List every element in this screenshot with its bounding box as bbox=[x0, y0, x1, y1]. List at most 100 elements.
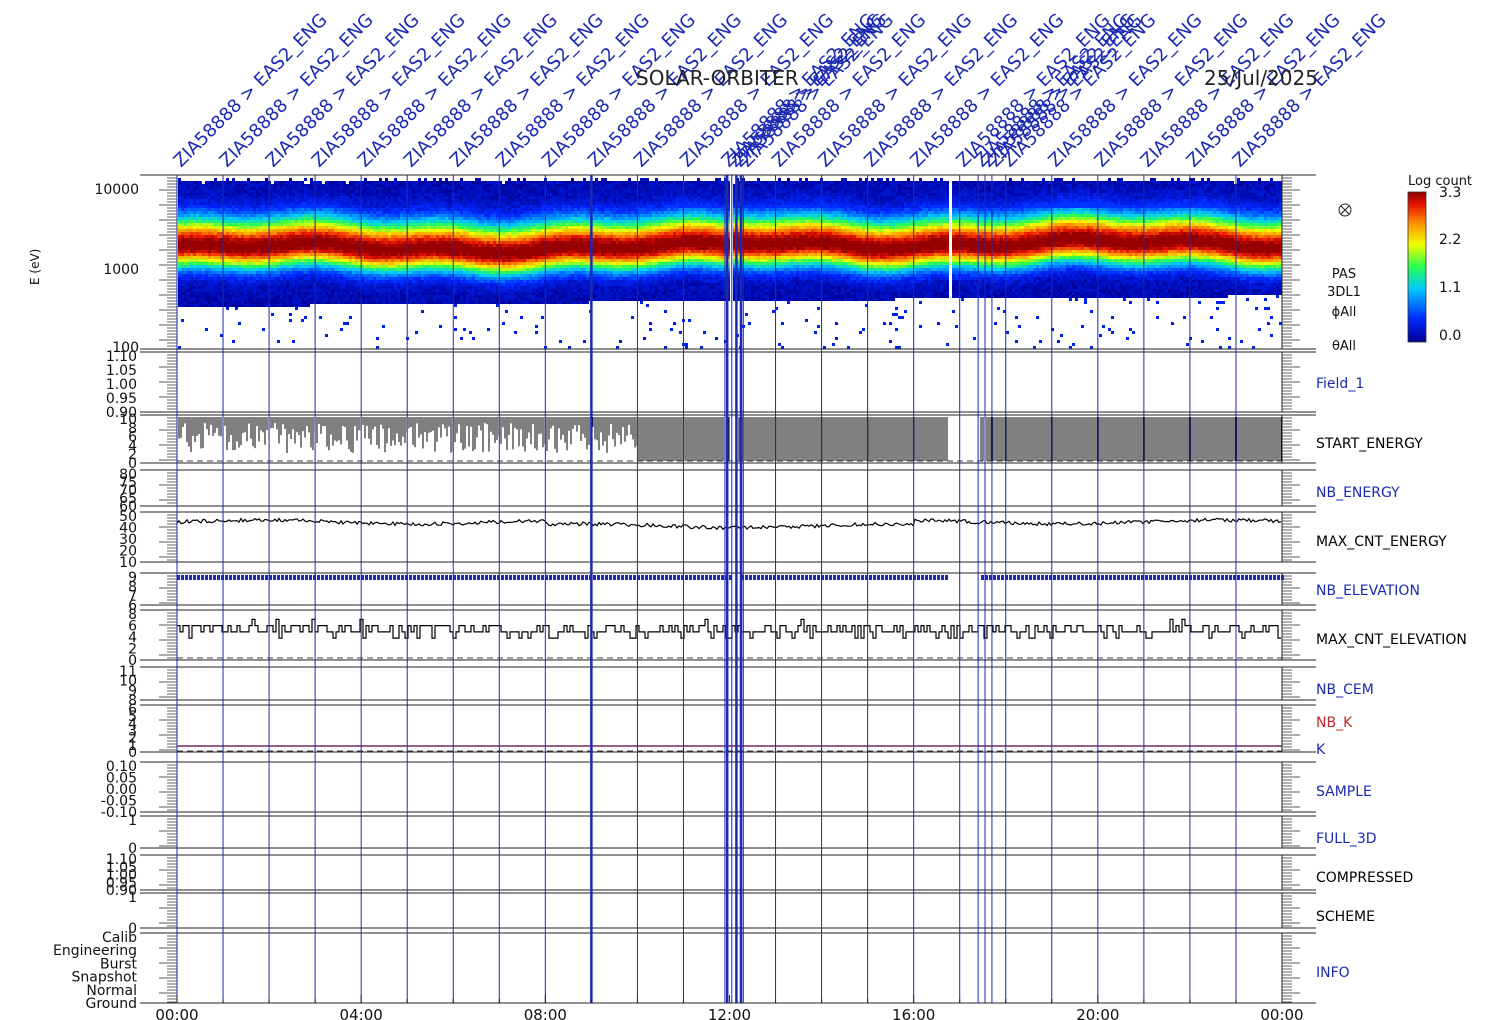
spectrogram-cell bbox=[184, 274, 187, 277]
spectrogram-cell bbox=[232, 223, 235, 226]
spectrogram-cell bbox=[259, 262, 262, 265]
spectrogram-cell bbox=[292, 220, 295, 223]
spectrogram-cell bbox=[199, 301, 202, 304]
spectrogram-cell bbox=[244, 223, 247, 226]
spectrogram-cell bbox=[499, 226, 502, 229]
spectrogram-cell bbox=[484, 226, 487, 229]
spectrogram-cell bbox=[397, 295, 400, 298]
spectrogram-cell bbox=[334, 256, 337, 259]
spectrogram-cell bbox=[298, 241, 301, 244]
spectrogram-cell bbox=[385, 268, 388, 271]
spectrogram-cell bbox=[514, 181, 517, 184]
spectrogram-cell bbox=[418, 187, 421, 190]
spectrogram-cell bbox=[373, 199, 376, 202]
spectrogram-cell bbox=[289, 271, 292, 274]
spectrogram-cell bbox=[289, 301, 292, 304]
spectrogram-cell bbox=[271, 313, 274, 316]
spectrogram-cell bbox=[409, 181, 412, 184]
spectrogram-cell bbox=[304, 226, 307, 229]
spectrogram-cell bbox=[388, 259, 391, 262]
spectrogram-cell bbox=[526, 292, 529, 295]
spectrogram-cell bbox=[190, 292, 193, 295]
spectrogram-cell bbox=[391, 220, 394, 223]
spectrogram-cell bbox=[178, 208, 181, 211]
spectrogram-cell bbox=[241, 256, 244, 259]
spectrogram-cell bbox=[355, 235, 358, 238]
spectrogram-cell bbox=[205, 262, 208, 265]
spectrogram-cell bbox=[475, 271, 478, 274]
spectrogram-cell bbox=[319, 223, 322, 226]
spectrogram-cell bbox=[199, 196, 202, 199]
spectrogram-cell bbox=[430, 193, 433, 196]
spectrogram-cell bbox=[436, 283, 439, 286]
spectrogram-cell bbox=[313, 202, 316, 205]
spectrogram-cell bbox=[415, 283, 418, 286]
spectrogram-cell bbox=[361, 295, 364, 298]
spectrogram-cell bbox=[340, 280, 343, 283]
spectrogram-cell bbox=[241, 181, 244, 184]
spectrogram-cell bbox=[400, 229, 403, 232]
spectrogram-cell bbox=[382, 277, 385, 280]
spectrogram-cell bbox=[265, 274, 268, 277]
spectrogram-cell bbox=[460, 244, 463, 247]
spectrogram-cell bbox=[499, 220, 502, 223]
spectrogram-cell bbox=[430, 259, 433, 262]
spectrogram-cell bbox=[274, 259, 277, 262]
spectrogram-cell bbox=[334, 280, 337, 283]
spectrogram-cell bbox=[397, 274, 400, 277]
spectrogram-cell bbox=[496, 238, 499, 241]
spectrogram-cell bbox=[532, 277, 535, 280]
spectrogram-cell bbox=[388, 184, 391, 187]
spectrogram-cell bbox=[316, 286, 319, 289]
spectrogram-cell bbox=[262, 292, 265, 295]
spectrogram-cell bbox=[484, 262, 487, 265]
spectrogram-cell bbox=[274, 196, 277, 199]
spectrogram-cell bbox=[331, 220, 334, 223]
spectrogram-cell bbox=[283, 226, 286, 229]
spectrogram-cell bbox=[307, 289, 310, 292]
spectrogram-cell bbox=[400, 190, 403, 193]
spectrogram-cell bbox=[205, 181, 208, 184]
spectrogram-cell bbox=[445, 298, 448, 301]
spectrogram-cell bbox=[364, 241, 367, 244]
spectrogram-cell bbox=[181, 202, 184, 205]
spectrogram-cell bbox=[466, 247, 469, 250]
spectrogram-cell bbox=[367, 232, 370, 235]
spectrogram-cell bbox=[466, 199, 469, 202]
spectrogram-cell bbox=[364, 283, 367, 286]
spectrogram-cell bbox=[523, 241, 526, 244]
spectrogram-cell bbox=[232, 277, 235, 280]
spectrogram-cell bbox=[526, 229, 529, 232]
spectrogram-cell bbox=[337, 196, 340, 199]
spectrogram-cell bbox=[427, 205, 430, 208]
spectrogram-cell bbox=[409, 256, 412, 259]
spectrogram-cell bbox=[328, 238, 331, 241]
spectrogram-cell bbox=[277, 187, 280, 190]
spectrogram-cell bbox=[400, 238, 403, 241]
spectrogram-cell bbox=[478, 256, 481, 259]
spectrogram-cell bbox=[424, 274, 427, 277]
spectrogram-cell bbox=[472, 277, 475, 280]
spectrogram-cell bbox=[460, 238, 463, 241]
spectrogram-cell bbox=[460, 232, 463, 235]
spectrogram-cell bbox=[418, 256, 421, 259]
spectrogram-cell bbox=[481, 271, 484, 274]
spectrogram-cell bbox=[343, 250, 346, 253]
spectrogram-cell bbox=[409, 277, 412, 280]
spectrogram-cell bbox=[244, 253, 247, 256]
spectrogram-cell bbox=[403, 283, 406, 286]
spectrogram-cell bbox=[526, 262, 529, 265]
spectrogram-cell bbox=[325, 259, 328, 262]
spectrogram-cell bbox=[376, 253, 379, 256]
spectrogram-cell bbox=[358, 250, 361, 253]
spectrogram-cell bbox=[394, 247, 397, 250]
spectrogram-cell bbox=[223, 229, 226, 232]
spectrogram-cell bbox=[400, 196, 403, 199]
spectrogram-cell bbox=[286, 304, 289, 307]
spectrogram-cell bbox=[457, 274, 460, 277]
spectrogram-cell bbox=[337, 211, 340, 214]
spectrogram-cell bbox=[232, 286, 235, 289]
spectrogram-cell bbox=[421, 259, 424, 262]
spectrogram-cell bbox=[490, 250, 493, 253]
spectrogram-cell bbox=[430, 277, 433, 280]
